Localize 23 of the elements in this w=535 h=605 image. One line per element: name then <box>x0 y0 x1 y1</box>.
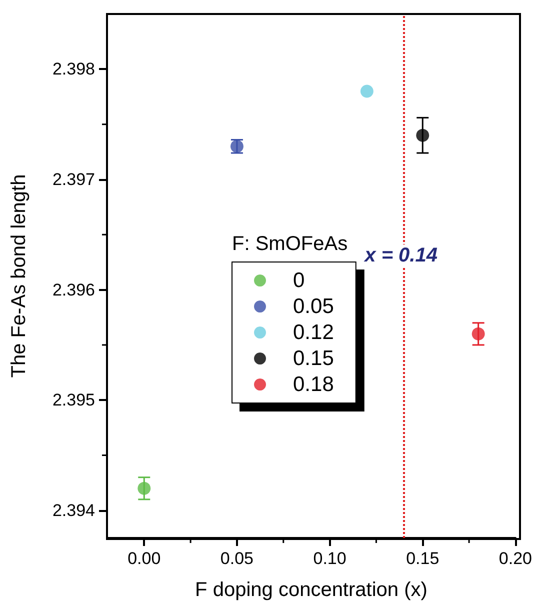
point <box>416 128 430 142</box>
point <box>138 482 151 495</box>
legend-label: 0.15 <box>293 347 334 370</box>
x-tick-label: 0.15 <box>406 549 440 568</box>
legend-label: 0.05 <box>293 295 334 318</box>
x-tick-label: 0.10 <box>313 549 346 568</box>
x-tick-label: 0.00 <box>128 549 161 568</box>
y-tick-label: 2.397 <box>52 170 95 189</box>
y-tick-label: 2.395 <box>52 390 95 410</box>
ref-line-label: x = 0.14 <box>364 244 438 267</box>
x-axis-title: F doping concentration (x) <box>195 579 428 601</box>
x-tick-label: 0.05 <box>220 549 254 568</box>
point <box>472 327 485 340</box>
legend-label: 0.18 <box>293 373 334 396</box>
y-tick-label: 2.396 <box>52 280 95 300</box>
y-tick-label: 2.394 <box>52 500 95 520</box>
y-axis-title: The Fe-As bond length <box>8 174 30 378</box>
point <box>360 84 374 98</box>
legend-label: 0.12 <box>293 321 334 344</box>
y-tick-label: 2.398 <box>52 60 95 79</box>
legend-title: F: SmOFeAs <box>232 233 348 255</box>
x-tick-label: 0.20 <box>498 549 532 568</box>
legend-label: 0 <box>293 269 305 292</box>
